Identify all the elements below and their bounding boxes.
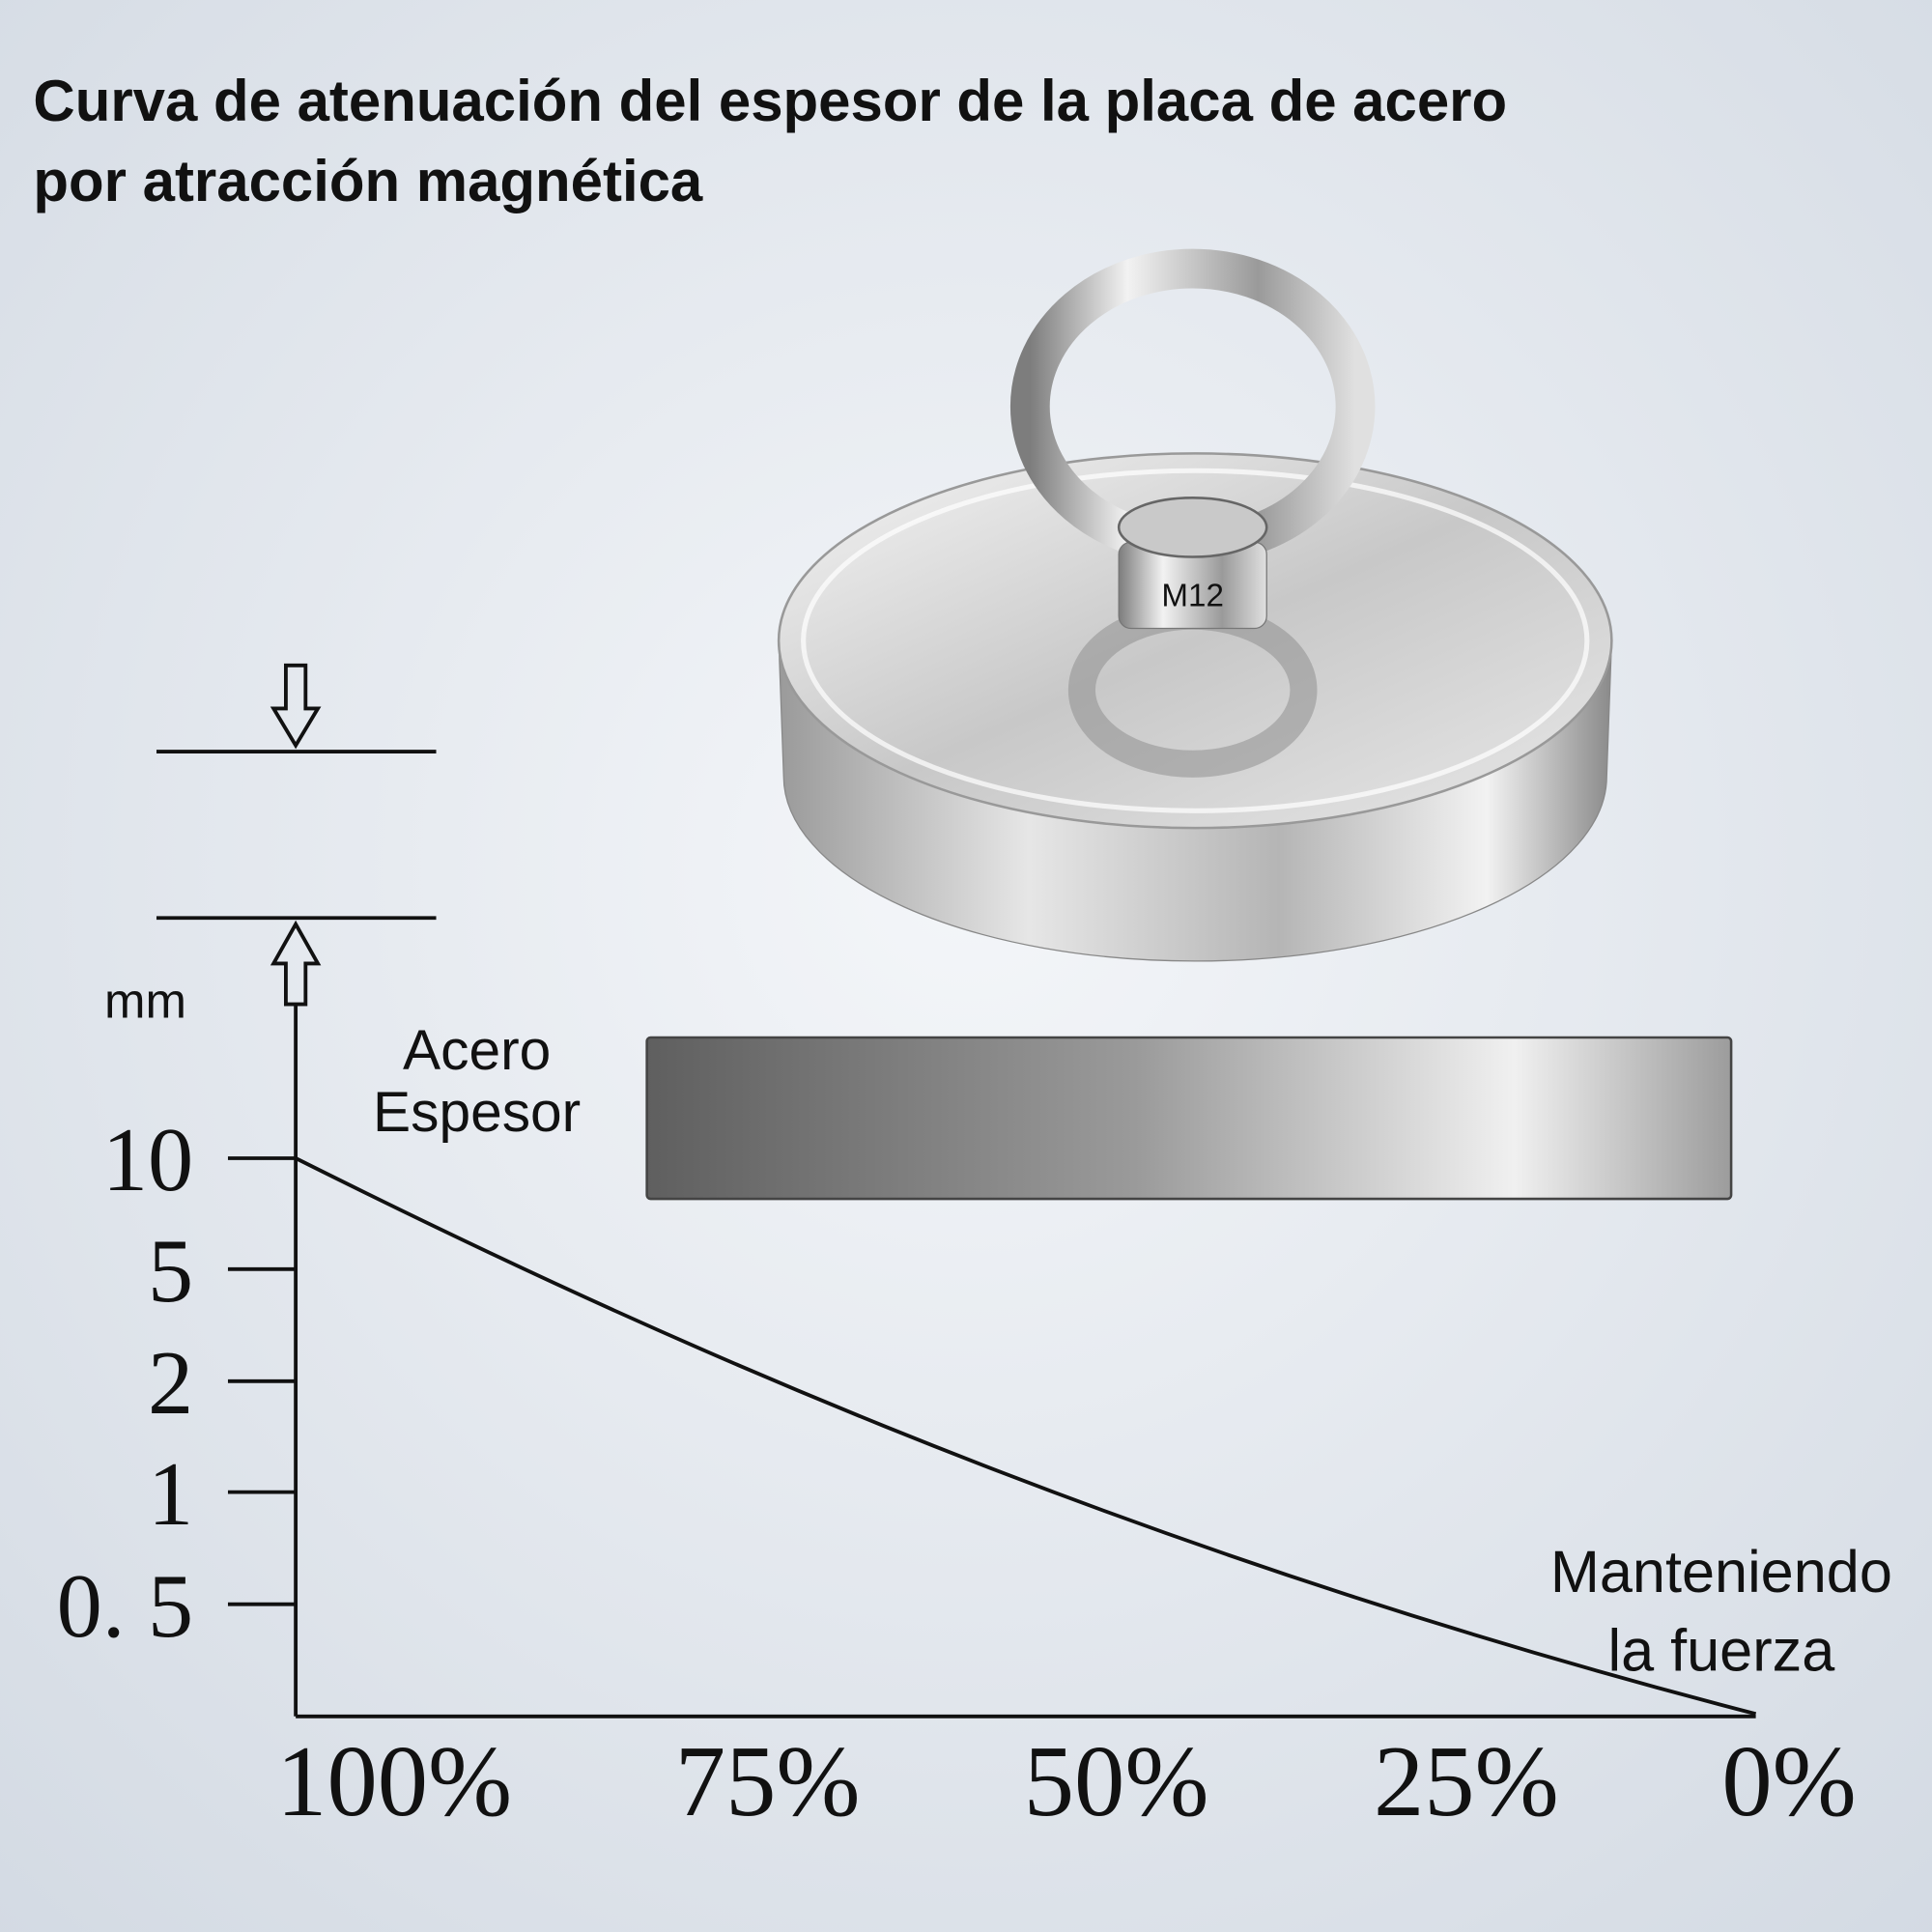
x-label: 25%: [1374, 1725, 1559, 1837]
arrow-up: [270, 920, 322, 1007]
bolt-marking: M12: [1161, 579, 1224, 614]
x-label: 75%: [675, 1725, 861, 1837]
y-ticks: [227, 1156, 297, 1606]
x-label: 50%: [1024, 1725, 1209, 1837]
note: Manteniendo: [1550, 1539, 1892, 1605]
attenuation-curve: [295, 1156, 1757, 1717]
x-label: 0%: [1721, 1725, 1856, 1837]
y-label: 10: [102, 1110, 193, 1210]
steel-label: Espesor: [373, 1081, 581, 1144]
note: la fuerza: [1607, 1618, 1835, 1684]
y-label: 0. 5: [57, 1556, 194, 1657]
steel-plate: [645, 1036, 1733, 1201]
y-label: 5: [148, 1221, 193, 1321]
y-label: 2: [148, 1333, 193, 1434]
arrow-down: [270, 663, 322, 750]
magnet-image: M12: [777, 248, 1613, 962]
y-label: 1: [148, 1444, 193, 1545]
steel-label: Acero: [403, 1019, 551, 1082]
unit-label: mm: [104, 974, 186, 1029]
title-line: por atracción magnética: [33, 149, 702, 213]
title-line: Curva de atenuación del espesor de la pl…: [33, 69, 1507, 133]
x-label: 100%: [276, 1725, 512, 1837]
